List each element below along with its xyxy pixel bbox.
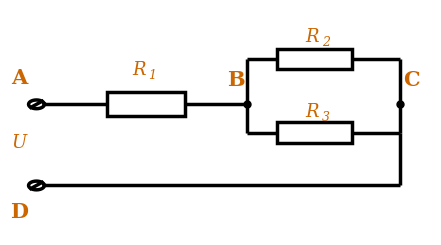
Text: R: R: [306, 27, 319, 46]
Text: 1: 1: [149, 70, 157, 83]
Text: B: B: [227, 70, 245, 90]
Text: R: R: [306, 103, 319, 121]
Bar: [107, 92, 186, 116]
Text: C: C: [403, 70, 419, 90]
Text: R: R: [133, 61, 146, 79]
Text: D: D: [10, 202, 28, 222]
Bar: [277, 49, 352, 69]
Bar: [277, 122, 352, 143]
Text: 2: 2: [321, 36, 330, 49]
Text: A: A: [11, 68, 27, 88]
Text: 3: 3: [321, 111, 330, 124]
Text: U: U: [11, 134, 26, 152]
